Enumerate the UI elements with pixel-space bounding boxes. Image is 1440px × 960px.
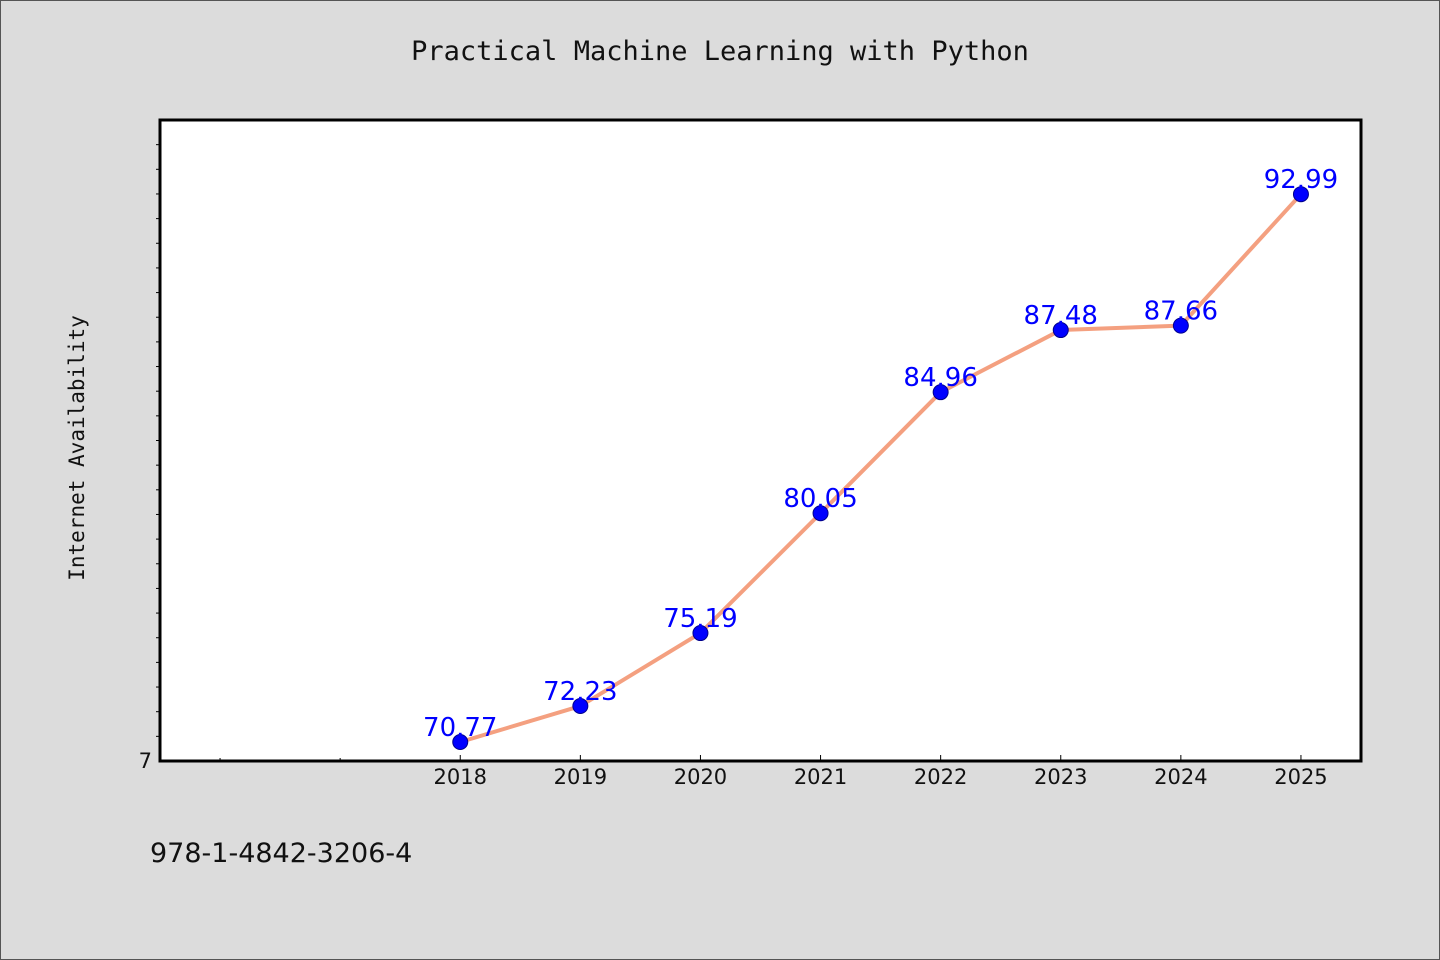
data-point (572, 698, 589, 715)
chart-title: Practical Machine Learning with Python (411, 36, 1029, 67)
data-label: 70.77 (423, 713, 497, 743)
data-point (932, 384, 949, 401)
line-segment (1058, 323, 1183, 333)
line-segment (698, 511, 823, 636)
data-point (812, 505, 829, 522)
data-label: 87.66 (1144, 297, 1218, 327)
x-tick-label: 2023 (1034, 765, 1087, 789)
data-label: 92.99 (1264, 165, 1338, 195)
data-point (1052, 322, 1069, 339)
data-labels: 70.77 72.23 75.19 80.05 84.96 87.48 87.66 92.99 (423, 165, 1338, 743)
data-point (1292, 186, 1309, 203)
series-lines (458, 192, 1303, 745)
x-tick-label: 2019 (554, 765, 607, 789)
plot-area (158, 118, 1363, 763)
x-tick-label: 2022 (914, 765, 967, 789)
x-tick-label: 2021 (794, 765, 847, 789)
x-tick-label: 2020 (674, 765, 727, 789)
line-segment (578, 631, 703, 709)
line-segment (1178, 192, 1303, 328)
isbn-text: 978-1-4842-3206-4 (150, 838, 412, 869)
x-tick-label: 2024 (1154, 765, 1207, 789)
data-point (1172, 317, 1189, 334)
line-segment (458, 704, 583, 745)
line-segment (818, 390, 943, 516)
x-axis: 2018 2019 2020 2021 2022 2023 2024 2025 (219, 755, 1328, 789)
data-point (452, 734, 469, 751)
data-label: 84.96 (903, 363, 977, 393)
y-axis: 7 (139, 144, 160, 773)
line-segment (938, 328, 1063, 395)
data-label: 87.48 (1024, 301, 1098, 331)
x-tick-label: 2025 (1274, 765, 1327, 789)
data-point (692, 625, 709, 642)
data-label: 75.19 (663, 604, 737, 634)
markers (452, 186, 1309, 751)
data-label: 72.23 (543, 677, 617, 707)
data-label: 80.05 (783, 484, 857, 514)
y-axis-label: Internet Availability (65, 315, 89, 581)
y-tick-label: 7 (139, 749, 152, 773)
x-tick-label: 2018 (434, 765, 487, 789)
